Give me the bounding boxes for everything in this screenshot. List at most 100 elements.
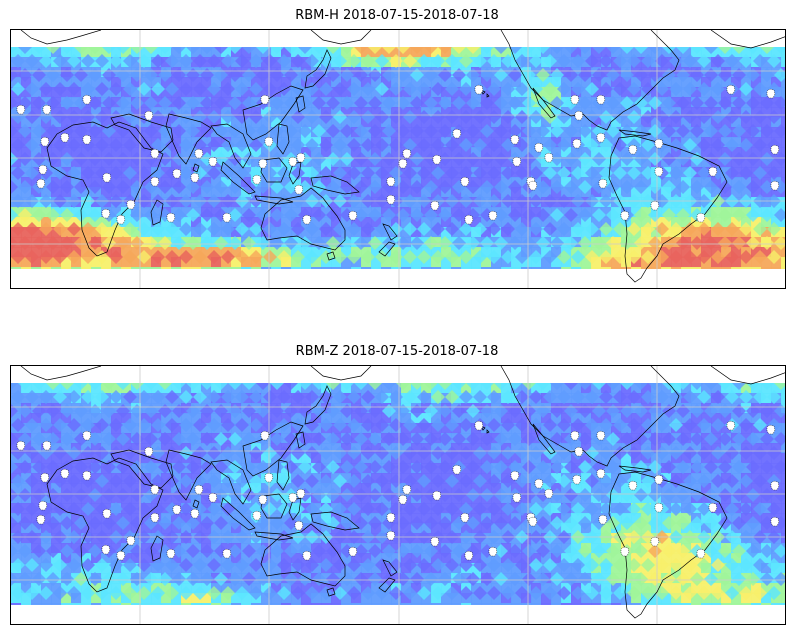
station-marker [766, 424, 776, 435]
station-marker [150, 176, 160, 187]
station-marker [194, 148, 204, 159]
station-marker [386, 194, 396, 205]
station-marker [296, 488, 306, 499]
station-marker [464, 550, 474, 561]
map-rbm-h [10, 29, 786, 289]
station-marker [190, 508, 200, 519]
station-marker [474, 420, 484, 431]
station-marker [252, 510, 262, 521]
station-marker [654, 138, 664, 149]
station-marker [172, 504, 182, 515]
station-marker [510, 470, 520, 481]
station-marker [38, 164, 48, 175]
map-rbm-z-svg [11, 366, 785, 624]
station-marker [510, 134, 520, 145]
station-marker [166, 548, 176, 559]
station-marker [36, 178, 46, 189]
coastlines [20, 30, 785, 283]
station-marker [82, 94, 92, 105]
station-marker [102, 508, 112, 519]
station-marker [386, 530, 396, 541]
station-marker [38, 500, 48, 511]
station-marker [598, 178, 608, 189]
station-marker [398, 494, 408, 505]
station-marker [596, 94, 606, 105]
station-marker [386, 176, 396, 187]
station-marker [288, 492, 298, 503]
station-marker [654, 474, 664, 485]
station-marker [650, 200, 660, 211]
gridlines [11, 30, 785, 288]
station-marker [126, 199, 136, 210]
station-marker [166, 212, 176, 223]
panel-top-title: RBM-H 2018-07-15-2018-07-18 [295, 8, 499, 23]
station-marker [101, 544, 111, 555]
station-marker [696, 212, 706, 223]
station-marker [60, 132, 70, 143]
station-marker [36, 514, 46, 525]
station-marker [222, 212, 232, 223]
station-marker [172, 168, 182, 179]
station-marker [296, 152, 306, 163]
station-marker [488, 210, 498, 221]
station-marker [42, 104, 52, 115]
station-marker [402, 148, 412, 159]
station-marker [294, 520, 304, 531]
station-marker [770, 516, 780, 527]
station-marker [40, 136, 50, 147]
station-marker [574, 446, 584, 457]
station-marker [264, 136, 274, 147]
station-marker [628, 144, 638, 155]
station-marker [432, 490, 442, 501]
station-marker [460, 512, 470, 523]
station-marker [464, 214, 474, 225]
station-marker [386, 512, 396, 523]
station-marker [302, 550, 312, 561]
station-marker [102, 172, 112, 183]
station-marker [534, 478, 544, 489]
station-marker [194, 484, 204, 495]
station-marker [208, 492, 218, 503]
station-marker [101, 208, 111, 219]
station-marker [512, 492, 522, 503]
station-marker [570, 94, 580, 105]
station-marker [260, 430, 270, 441]
station-marker [432, 154, 442, 165]
station-marker [116, 214, 126, 225]
station-marker [460, 176, 470, 187]
station-marker [116, 550, 126, 561]
station-marker [82, 134, 92, 145]
station-marker [126, 535, 136, 546]
station-marker [654, 502, 664, 513]
station-marker [528, 180, 538, 191]
station-marker [222, 548, 232, 559]
station-marker [82, 430, 92, 441]
station-marker [452, 464, 462, 475]
station-marker [60, 468, 70, 479]
station-marker [82, 470, 92, 481]
station-marker [150, 512, 160, 523]
station-marker [302, 214, 312, 225]
station-marker [570, 430, 580, 441]
coastlines [20, 366, 785, 619]
map-rbm-z [10, 365, 786, 625]
station-marker [16, 104, 26, 115]
station-marker [596, 430, 606, 441]
station-marker [650, 536, 660, 547]
station-marker [708, 502, 718, 513]
station-marker [144, 110, 154, 121]
station-marker [402, 484, 412, 495]
station-marker [348, 210, 358, 221]
station-marker [190, 172, 200, 183]
station-marker [474, 84, 484, 95]
station-marker [258, 494, 268, 505]
station-marker [260, 94, 270, 105]
data-texture [11, 40, 785, 264]
station-marker [534, 142, 544, 153]
station-marker [144, 446, 154, 457]
station-marker [488, 546, 498, 557]
station-marker [16, 440, 26, 451]
panel-bottom-title: RBM-Z 2018-07-15-2018-07-18 [295, 344, 499, 359]
station-marker [452, 128, 462, 139]
station-marker [572, 138, 582, 149]
